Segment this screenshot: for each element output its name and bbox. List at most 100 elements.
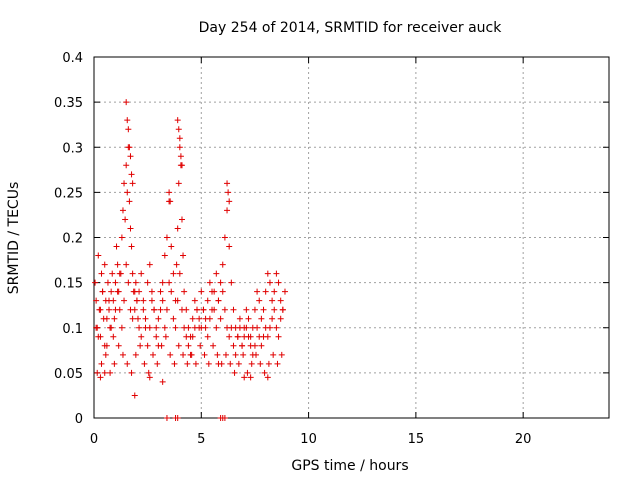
y-axis-ticks: 0 0.05 0.1 0.15 0.2 0.25 0.3 0.35 0.4 <box>54 51 609 427</box>
data-point <box>245 333 252 340</box>
data-point <box>101 261 108 268</box>
data-point <box>221 415 228 421</box>
data-point <box>178 306 185 313</box>
data-point <box>159 297 166 304</box>
data-point <box>230 342 237 349</box>
data-point <box>108 324 115 331</box>
data-point <box>134 315 141 322</box>
data-point <box>219 288 226 295</box>
data-point <box>112 279 119 286</box>
data-point <box>181 288 188 295</box>
data-point <box>95 333 102 340</box>
data-point <box>274 360 281 367</box>
data-point <box>206 279 213 286</box>
data-point <box>95 252 102 259</box>
data-point <box>181 324 188 331</box>
data-point <box>103 315 110 322</box>
y-tick-label: 0.4 <box>62 51 83 66</box>
data-point <box>127 306 134 313</box>
data-point <box>98 270 105 277</box>
data-point <box>125 126 132 133</box>
data-point <box>270 351 277 358</box>
data-point <box>228 324 235 331</box>
data-point <box>123 99 130 106</box>
data-point <box>224 207 231 214</box>
data-point <box>253 351 260 358</box>
plot-border <box>93 56 610 419</box>
data-point <box>101 369 108 376</box>
data-point <box>98 360 105 367</box>
data-point <box>99 288 106 295</box>
y-tick-label: 0.3 <box>62 141 83 156</box>
data-point <box>121 180 128 187</box>
data-point <box>240 351 247 358</box>
data-point <box>123 162 130 169</box>
data-point <box>93 297 100 304</box>
data-point <box>107 369 114 376</box>
data-point <box>128 171 135 178</box>
data-point <box>119 207 126 214</box>
data-point <box>209 306 216 313</box>
data-point <box>128 369 135 376</box>
data-point <box>224 180 231 187</box>
data-point <box>256 297 263 304</box>
data-point <box>159 279 166 286</box>
x-tick-label: 20 <box>515 432 532 447</box>
data-point <box>163 415 170 421</box>
data-point <box>217 279 224 286</box>
data-point <box>260 306 267 313</box>
data-point <box>254 324 261 331</box>
data-point <box>177 153 184 160</box>
data-point <box>168 288 175 295</box>
data-point <box>201 351 208 358</box>
x-tick-label: 10 <box>300 432 317 447</box>
data-point <box>129 180 136 187</box>
data-point <box>227 360 234 367</box>
data-points <box>92 99 288 421</box>
y-tick-label: 0.1 <box>62 322 83 337</box>
data-point <box>215 360 222 367</box>
data-point <box>114 261 121 268</box>
data-point <box>144 279 151 286</box>
data-point <box>153 333 160 340</box>
data-point <box>132 351 139 358</box>
data-point <box>136 324 143 331</box>
data-point <box>230 306 237 313</box>
y-axis-label: SRMTID / TECUs <box>6 182 22 295</box>
data-point <box>112 306 119 313</box>
data-point <box>262 288 269 295</box>
data-point <box>248 360 255 367</box>
data-point <box>116 270 123 277</box>
data-point <box>254 288 261 295</box>
data-point <box>118 324 125 331</box>
data-point <box>106 297 113 304</box>
y-tick-label: 0.15 <box>54 277 83 292</box>
data-point <box>275 333 282 340</box>
data-point <box>161 252 168 259</box>
data-point <box>271 288 278 295</box>
data-point <box>184 360 191 367</box>
data-point <box>154 360 161 367</box>
data-point <box>228 279 235 286</box>
grid-lines <box>94 57 609 418</box>
data-point <box>266 279 273 286</box>
chart-title: Day 254 of 2014, SRMTID for receiver auc… <box>199 20 503 36</box>
data-point <box>219 261 226 268</box>
data-point <box>197 342 204 349</box>
data-point <box>269 315 276 322</box>
data-point <box>138 270 145 277</box>
data-point <box>194 306 200 313</box>
data-point <box>132 279 139 286</box>
data-point <box>269 297 276 304</box>
data-point <box>127 153 134 160</box>
data-point <box>101 342 108 349</box>
data-point <box>225 189 232 196</box>
data-point <box>123 261 130 268</box>
data-point <box>239 342 246 349</box>
data-point <box>92 279 99 286</box>
data-point <box>137 342 144 349</box>
data-point <box>176 144 183 151</box>
data-point <box>111 360 118 367</box>
data-point <box>173 261 180 268</box>
